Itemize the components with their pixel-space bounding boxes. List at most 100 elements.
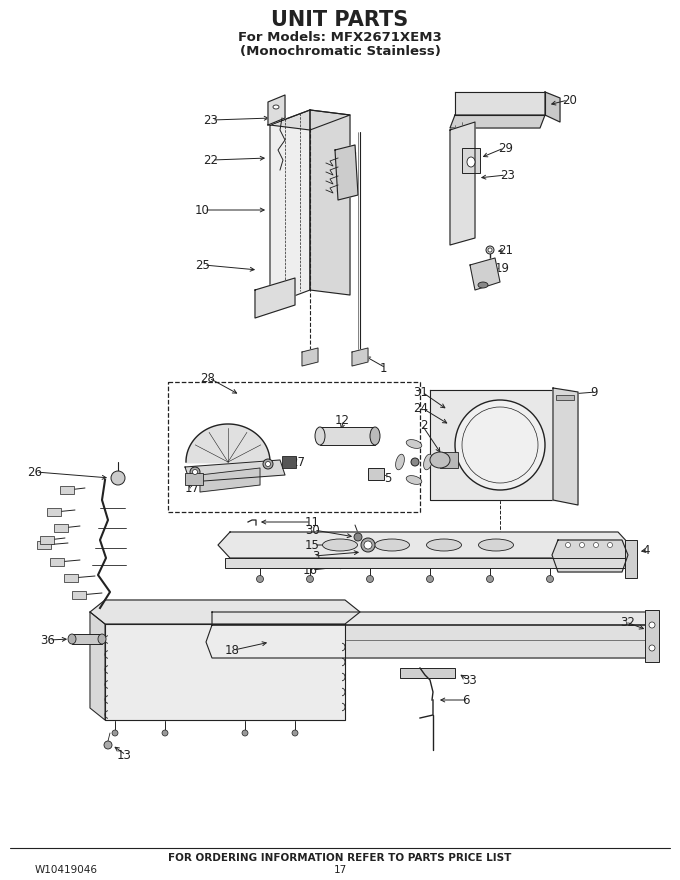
- Circle shape: [607, 542, 613, 547]
- Ellipse shape: [430, 452, 450, 468]
- Circle shape: [455, 400, 545, 490]
- Circle shape: [111, 471, 125, 485]
- Ellipse shape: [406, 440, 422, 449]
- Polygon shape: [268, 95, 285, 125]
- Polygon shape: [90, 600, 360, 624]
- Text: 16: 16: [303, 563, 318, 576]
- Circle shape: [649, 645, 655, 651]
- Ellipse shape: [467, 157, 475, 167]
- Polygon shape: [186, 424, 270, 462]
- Polygon shape: [206, 625, 652, 658]
- Text: 27: 27: [290, 456, 305, 468]
- Text: UNIT PARTS: UNIT PARTS: [271, 10, 409, 30]
- Text: 29: 29: [498, 142, 513, 155]
- Bar: [185, 473, 203, 485]
- Ellipse shape: [426, 539, 462, 551]
- Ellipse shape: [479, 539, 513, 551]
- Bar: [60, 486, 74, 494]
- Text: 33: 33: [462, 673, 477, 686]
- Text: 6: 6: [462, 693, 469, 707]
- Ellipse shape: [98, 634, 106, 644]
- Bar: [72, 591, 86, 599]
- Polygon shape: [255, 278, 295, 318]
- Text: 3: 3: [313, 549, 320, 562]
- Ellipse shape: [322, 539, 358, 551]
- Circle shape: [361, 538, 375, 552]
- Ellipse shape: [396, 454, 405, 470]
- Text: 18: 18: [225, 643, 240, 656]
- Text: 23: 23: [203, 114, 218, 127]
- Polygon shape: [200, 468, 260, 492]
- Text: W10419046: W10419046: [35, 865, 98, 875]
- Circle shape: [594, 542, 598, 547]
- Circle shape: [411, 458, 419, 466]
- Ellipse shape: [273, 105, 279, 109]
- Text: 21: 21: [498, 244, 513, 256]
- Circle shape: [162, 730, 168, 736]
- Text: 36: 36: [40, 634, 55, 647]
- Bar: [645, 610, 659, 662]
- Bar: [168, 382, 420, 512]
- Text: 2: 2: [420, 419, 428, 431]
- Text: 20: 20: [562, 93, 577, 106]
- Circle shape: [263, 459, 273, 469]
- Circle shape: [242, 730, 248, 736]
- Circle shape: [292, 730, 298, 736]
- Text: 4: 4: [642, 544, 649, 556]
- Polygon shape: [335, 145, 358, 200]
- Text: 11: 11: [305, 516, 320, 529]
- Text: 8: 8: [598, 544, 605, 556]
- Text: 26: 26: [27, 466, 42, 479]
- Circle shape: [104, 741, 112, 749]
- Text: 13: 13: [117, 749, 132, 761]
- Polygon shape: [270, 110, 310, 305]
- Bar: [40, 536, 54, 544]
- Circle shape: [265, 461, 271, 466]
- Circle shape: [307, 576, 313, 583]
- Circle shape: [426, 576, 433, 583]
- Text: 10: 10: [195, 203, 210, 216]
- Bar: [54, 524, 68, 532]
- Bar: [225, 558, 625, 568]
- Text: 30: 30: [305, 524, 320, 537]
- Text: (Monochromatic Stainless): (Monochromatic Stainless): [239, 45, 441, 57]
- Text: 19: 19: [495, 261, 510, 275]
- Bar: [400, 668, 455, 678]
- Text: 17: 17: [185, 481, 200, 495]
- Circle shape: [486, 246, 494, 254]
- Text: 25: 25: [195, 259, 210, 272]
- Polygon shape: [430, 390, 570, 500]
- Bar: [440, 452, 458, 468]
- Bar: [282, 456, 296, 468]
- Text: 28: 28: [200, 371, 215, 385]
- Circle shape: [488, 248, 492, 252]
- Polygon shape: [545, 92, 560, 122]
- Circle shape: [256, 576, 263, 583]
- Ellipse shape: [375, 539, 409, 551]
- Bar: [50, 558, 64, 566]
- Text: For Models: MFX2671XEM3: For Models: MFX2671XEM3: [238, 31, 442, 43]
- Bar: [72, 634, 102, 644]
- Text: 5: 5: [385, 472, 392, 485]
- Text: 15: 15: [305, 539, 320, 552]
- Bar: [625, 540, 637, 578]
- Polygon shape: [450, 115, 545, 128]
- Circle shape: [367, 576, 373, 583]
- Polygon shape: [270, 110, 350, 130]
- Text: FOR ORDERING INFORMATION REFER TO PARTS PRICE LIST: FOR ORDERING INFORMATION REFER TO PARTS …: [169, 853, 511, 863]
- Polygon shape: [310, 110, 350, 295]
- Circle shape: [486, 576, 494, 583]
- Bar: [320, 427, 375, 445]
- Polygon shape: [105, 624, 345, 720]
- Bar: [368, 468, 384, 480]
- Circle shape: [190, 467, 200, 477]
- Ellipse shape: [406, 475, 422, 484]
- Ellipse shape: [315, 427, 325, 445]
- Polygon shape: [470, 258, 500, 290]
- Bar: [37, 541, 51, 549]
- Text: 12: 12: [335, 414, 350, 427]
- Polygon shape: [553, 388, 578, 505]
- Ellipse shape: [370, 427, 380, 445]
- Circle shape: [112, 730, 118, 736]
- Polygon shape: [455, 92, 545, 115]
